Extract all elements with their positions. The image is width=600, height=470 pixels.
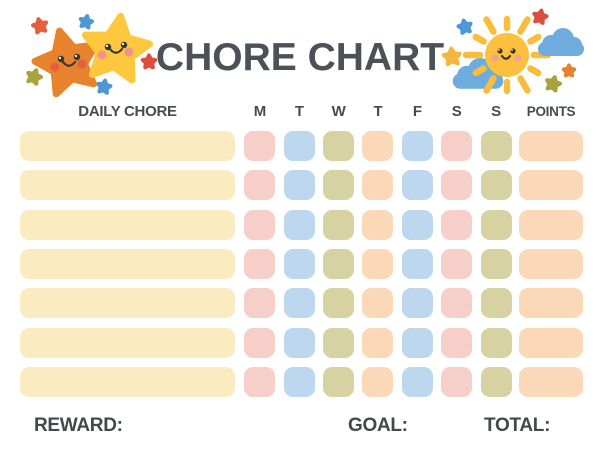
day-cell-row-0-col-5[interactable] [441,131,473,161]
chore-name-field-row-6[interactable] [20,367,235,398]
day-cell-row-0-col-0[interactable] [244,131,276,161]
day-cell-row-5-col-5[interactable] [441,327,473,358]
points-cell-row-0[interactable] [519,131,583,161]
chore-name-field-row-2[interactable] [20,209,235,240]
day-cell-row-2-col-2[interactable] [323,209,355,240]
day-cell-row-0-col-4[interactable] [401,131,433,161]
day-cell-row-6-col-5[interactable] [441,367,473,398]
day-cell-row-5-col-3[interactable] [362,327,394,358]
small-star-blue-icon [96,78,113,95]
day-cell-row-2-col-6[interactable] [480,209,512,240]
day-header-5: S [451,103,462,120]
day-header-4: F [412,103,422,120]
day-cell-row-3-col-6[interactable] [480,249,512,280]
day-cell-row-4-col-3[interactable] [362,288,394,319]
day-header-0: M [253,103,267,120]
day-cell-row-6-col-1[interactable] [283,367,315,398]
day-cell-row-1-col-5[interactable] [441,170,473,201]
small-star-red-icon [532,8,549,25]
day-cell-row-2-col-1[interactable] [283,209,315,240]
chore-name-field-row-4[interactable] [20,288,235,319]
day-cell-row-1-col-2[interactable] [323,170,355,201]
day-cell-row-0-col-6[interactable] [480,131,512,161]
day-cell-row-3-col-1[interactable] [283,249,315,280]
day-cell-row-6-col-4[interactable] [401,367,433,398]
small-star-red-icon [31,17,49,35]
reward-label: REWARD: [34,414,123,436]
day-cell-row-4-col-1[interactable] [283,288,315,319]
day-cell-row-5-col-0[interactable] [244,327,276,358]
day-cell-row-6-col-3[interactable] [362,367,394,398]
day-cell-row-6-col-0[interactable] [244,367,276,398]
points-cell-row-1[interactable] [519,170,583,201]
small-star-blue-icon [78,14,94,30]
chore-name-field-row-3[interactable] [20,249,235,280]
day-cell-row-1-col-0[interactable] [244,170,276,201]
day-cell-row-3-col-3[interactable] [362,249,394,280]
day-cell-row-4-col-6[interactable] [480,288,512,319]
day-cell-row-4-col-5[interactable] [441,288,473,319]
day-cell-row-1-col-3[interactable] [362,170,394,201]
day-cell-row-3-col-2[interactable] [323,249,355,280]
day-cell-row-1-col-1[interactable] [283,170,315,201]
day-cell-row-3-col-4[interactable] [401,249,433,280]
day-cell-row-0-col-1[interactable] [283,131,315,161]
total-field[interactable]: TOTAL: [472,410,578,441]
day-cell-row-4-col-0[interactable] [244,288,276,319]
day-header-3: T [373,103,383,120]
points-header: POINTS [526,104,576,119]
day-cell-row-5-col-4[interactable] [401,327,433,358]
day-cell-row-5-col-1[interactable] [283,327,315,358]
day-cell-row-1-col-6[interactable] [480,170,512,201]
day-cell-row-2-col-3[interactable] [362,209,394,240]
day-cell-row-2-col-5[interactable] [441,209,473,240]
small-star-blue-icon [456,18,473,35]
chore-name-field-row-0[interactable] [20,131,235,161]
total-label: TOTAL: [484,414,551,436]
day-cell-row-5-col-6[interactable] [480,327,512,358]
day-cell-row-2-col-0[interactable] [244,209,276,240]
day-cell-row-1-col-4[interactable] [401,170,433,201]
chore-name-field-row-1[interactable] [20,170,235,201]
day-cell-row-3-col-5[interactable] [441,249,473,280]
reward-field[interactable]: REWARD: [22,410,325,441]
page-title: CHORE CHART [155,36,445,79]
points-cell-row-4[interactable] [519,288,583,319]
points-cell-row-6[interactable] [519,367,583,398]
daily-chore-header: DAILY CHORE [78,103,177,120]
day-cell-row-2-col-4[interactable] [401,209,433,240]
day-header-6: S [491,103,501,120]
points-cell-row-3[interactable] [519,249,583,280]
day-cell-row-4-col-2[interactable] [323,288,355,319]
points-cell-row-2[interactable] [519,209,583,240]
day-cell-row-0-col-2[interactable] [323,131,355,161]
goal-field[interactable]: GOAL: [336,410,462,441]
points-cell-row-5[interactable] [519,327,583,358]
day-cell-row-4-col-4[interactable] [401,288,433,319]
day-cell-row-0-col-3[interactable] [362,131,394,161]
day-cell-row-5-col-2[interactable] [323,327,355,358]
chore-name-field-row-5[interactable] [20,327,235,358]
day-cell-row-6-col-2[interactable] [323,367,355,398]
day-cell-row-3-col-0[interactable] [244,249,276,280]
day-header-1: T [294,103,304,120]
day-header-2: W [331,103,346,120]
goal-label: GOAL: [348,414,408,436]
day-cell-row-6-col-6[interactable] [480,367,512,398]
